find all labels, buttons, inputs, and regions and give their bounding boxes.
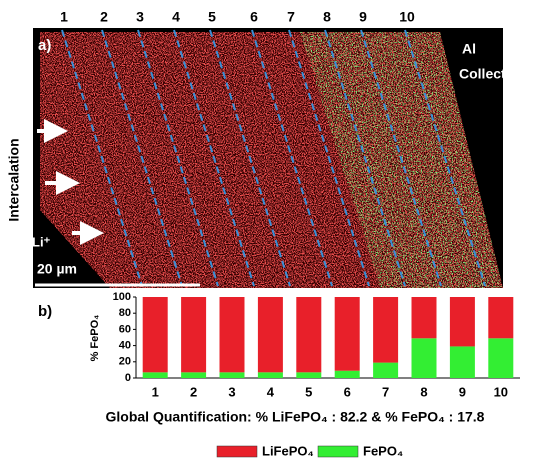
x-tick-label: 4	[267, 384, 275, 399]
bar-segment	[219, 372, 245, 378]
panel-label: b)	[38, 303, 52, 320]
bar-segment	[219, 297, 245, 373]
column-label: 9	[359, 9, 367, 25]
caption: Global Quantification: % LiFePO₄ : 82.2 …	[106, 409, 485, 425]
column-boundary	[173, 29, 255, 287]
x-tick-label: 5	[305, 384, 312, 399]
y-tick-label: 0	[125, 372, 131, 384]
bar-segment	[181, 297, 207, 373]
x-tick-label: 7	[382, 384, 389, 399]
y-tick-label: 100	[113, 291, 131, 303]
column-label: 4	[172, 9, 180, 25]
panel-label: a)	[38, 37, 51, 54]
column-label: 8	[323, 9, 331, 25]
bar-segment	[181, 372, 207, 378]
bar-segment	[296, 297, 322, 373]
bar-segment	[488, 338, 514, 378]
bar-segment	[411, 297, 437, 339]
y-tick-label: 20	[119, 356, 131, 368]
column-label: 5	[208, 9, 216, 25]
x-tick-label: 3	[228, 384, 235, 399]
x-tick-label: 10	[494, 384, 508, 399]
legend-swatch	[216, 445, 258, 458]
column-boundary	[288, 29, 370, 287]
y-axis-label: % FePO₄	[89, 315, 101, 362]
bar-segment	[334, 370, 360, 378]
collector-label: Collector	[459, 66, 520, 82]
column-boundary	[360, 29, 442, 287]
legend-swatch	[317, 445, 359, 458]
y-tick-label: 60	[119, 323, 131, 335]
column-label: 2	[100, 9, 108, 25]
ion-label: Li⁺	[32, 234, 51, 249]
column-boundary	[101, 29, 183, 287]
column-boundary	[324, 29, 406, 287]
bar-segment	[142, 372, 168, 378]
x-tick-label: 2	[190, 384, 197, 399]
bar-segment	[257, 297, 283, 373]
side-label: Intercalation	[6, 138, 22, 221]
scale-label: 20 µm	[37, 261, 77, 277]
bar-segment	[142, 297, 168, 373]
column-label: 7	[287, 9, 295, 25]
y-tick-label: 80	[119, 307, 131, 319]
column-label: 10	[399, 9, 415, 25]
column-label: 3	[136, 9, 144, 25]
column-boundary	[404, 29, 486, 287]
y-tick-label: 40	[119, 340, 131, 352]
x-tick-label: 9	[459, 384, 466, 399]
column-boundary	[61, 29, 143, 287]
collector-label: Al	[462, 41, 476, 57]
column-boundary	[251, 29, 333, 287]
bar-segment	[488, 297, 514, 339]
bar-segment	[373, 362, 399, 378]
column-boundary	[209, 29, 291, 287]
bar-segment	[296, 372, 322, 378]
x-tick-label: 6	[344, 384, 351, 399]
bar-segment	[334, 297, 360, 371]
x-tick-label: 1	[152, 384, 159, 399]
bar-segment	[449, 346, 475, 378]
column-label: 1	[60, 9, 68, 25]
bar-segment	[411, 338, 437, 378]
x-tick-label: 8	[420, 384, 427, 399]
bar-segment	[373, 297, 399, 363]
legend-label: LiFePO₄	[262, 443, 314, 458]
legend-label: FePO₄	[363, 443, 403, 458]
column-boundary	[137, 29, 219, 287]
column-label: 6	[250, 9, 258, 25]
bar-segment	[257, 372, 283, 378]
bar-segment	[449, 297, 475, 347]
